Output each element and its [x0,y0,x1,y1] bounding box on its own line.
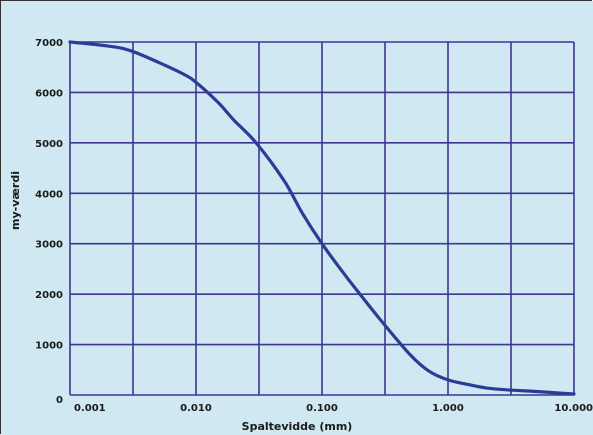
x-tick-label: 0.100 [306,403,338,414]
x-tick-label: 0.001 [74,403,106,414]
y-axis-label: my-værdi [9,171,22,230]
x-tick-label: 1.000 [432,403,464,414]
y-axis-ticks: 0 1000 2000 3000 4000 5000 6000 7000 [35,38,63,406]
x-tick-label: 0.010 [180,403,212,414]
x-tick-label: 10.000 [554,403,593,414]
y-tick-label: 1000 [35,341,63,352]
y-tick-label: 4000 [35,189,63,200]
y-tick-label: 0 [56,395,63,406]
y-tick-label: 2000 [35,290,63,301]
y-tick-label: 6000 [35,88,63,99]
y-tick-label: 3000 [35,240,63,251]
y-tick-label: 7000 [35,38,63,49]
x-axis-label: Spaltevidde (mm) [242,420,353,433]
series-line [68,40,576,396]
x-axis-ticks: 0.001 0.010 0.100 1.000 10.000 [74,403,593,414]
y-tick-label: 5000 [35,139,63,150]
